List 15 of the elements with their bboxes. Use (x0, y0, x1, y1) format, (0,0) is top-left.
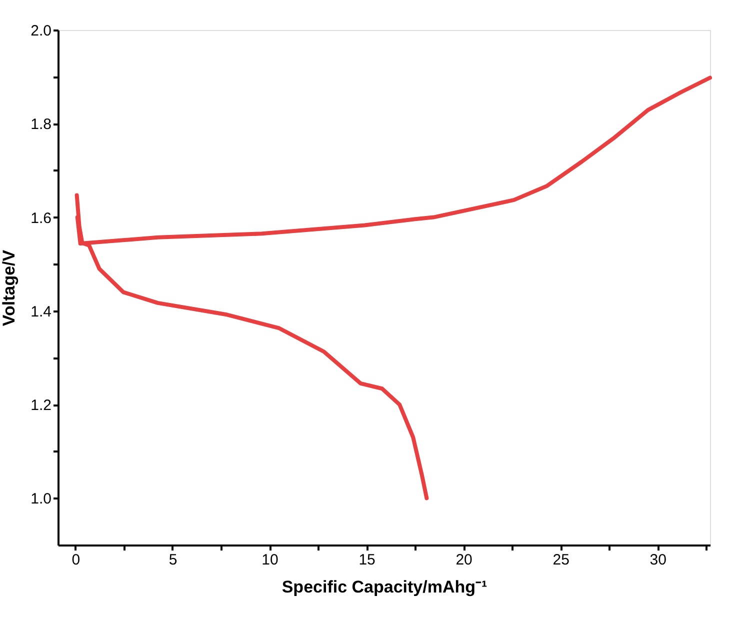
x-tick-label: 30 (650, 552, 666, 568)
y-tick-label: 1.0 (30, 490, 52, 508)
x-tick-label: 0 (72, 552, 80, 568)
x-tick-label: 25 (552, 552, 570, 568)
y-tick-label: 2.0 (30, 22, 52, 40)
y-tick-label: 1.2 (30, 397, 52, 414)
y-tick-label: 1.4 (30, 303, 52, 320)
y-tick-label: 1.8 (30, 116, 52, 134)
y-tick-label: 1.6 (30, 210, 52, 227)
x-tick-label: 10 (262, 552, 278, 568)
x-tick-label: 20 (456, 552, 472, 568)
y-axis-title: Voltage/V (0, 249, 19, 326)
x-axis-title: Specific Capacity/mAhg⁻¹ (282, 578, 488, 596)
x-tick-label: 5 (168, 552, 178, 568)
x-tick-label: 15 (358, 552, 376, 568)
